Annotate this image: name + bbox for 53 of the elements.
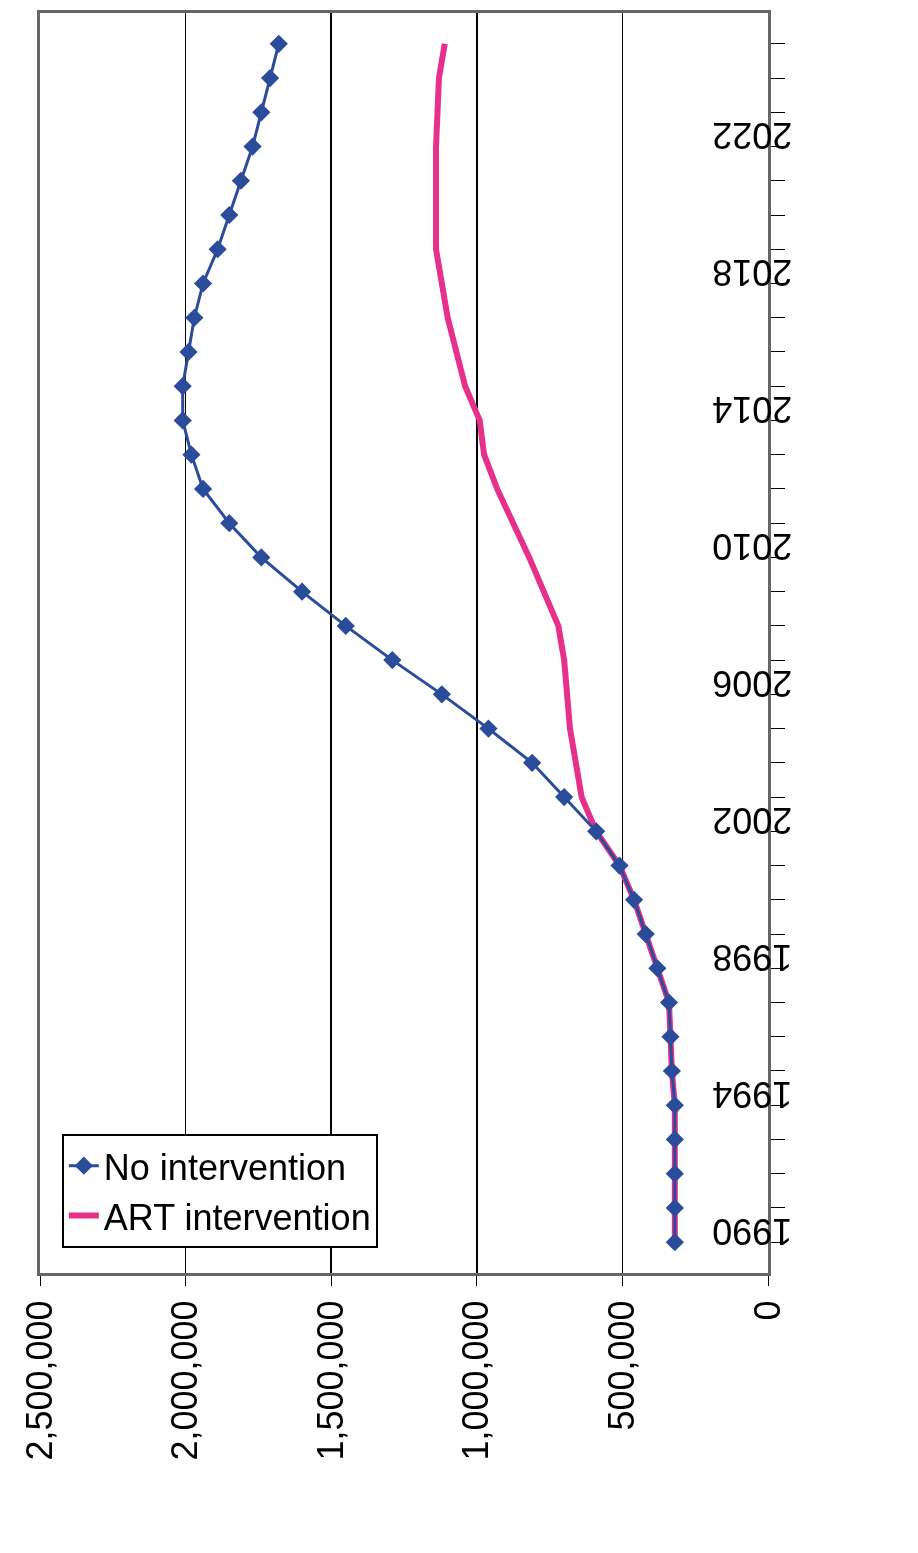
y-tick-label: 1990 [712,1210,793,1252]
point [292,582,312,601]
point [193,479,213,499]
point [220,514,239,533]
x-tick-label: 2,000,000 [164,1300,206,1461]
point [479,719,498,738]
x-tick-label: 1,500,000 [309,1300,351,1461]
point [383,651,402,670]
x-tick-label: 2,500,000 [18,1300,60,1461]
point [662,1061,681,1081]
point [665,1096,684,1115]
point [185,308,204,327]
point [269,34,288,53]
point [523,753,542,772]
point [231,171,251,190]
x-tick-label: 500,000 [601,1300,643,1431]
point [173,377,192,396]
point [260,68,280,88]
y-tick-label: 2002 [712,799,793,841]
point [252,103,271,122]
legend-label: ART intervention [103,1196,371,1238]
y-tick-label: 2014 [712,389,793,431]
y-tick-label: 1998 [712,936,793,978]
point [659,993,679,1012]
y-tick-label: 2006 [712,662,793,704]
point [665,1130,684,1149]
point [610,856,629,875]
point [587,822,606,841]
x-tick-label: 0 [746,1300,788,1321]
point [173,411,192,430]
point [665,1233,684,1252]
point [220,205,239,225]
point [432,685,451,704]
y-tick-label: 1994 [712,1073,793,1115]
point [665,1164,684,1183]
point [636,924,655,944]
point [555,787,574,807]
legend-label: No intervention [103,1146,346,1188]
y-tick-label: 2022 [712,115,793,157]
point [661,1027,680,1046]
point [208,240,227,259]
point [665,1198,684,1218]
y-tick-label: 2010 [712,526,793,567]
point [624,890,644,909]
point [193,274,213,293]
point [252,548,271,567]
point [182,445,201,464]
point [336,616,355,635]
point [179,342,198,362]
x-tick-label: 1,000,000 [455,1300,497,1461]
point [648,959,667,978]
y-tick-label: 2018 [712,252,793,294]
point [243,137,262,156]
